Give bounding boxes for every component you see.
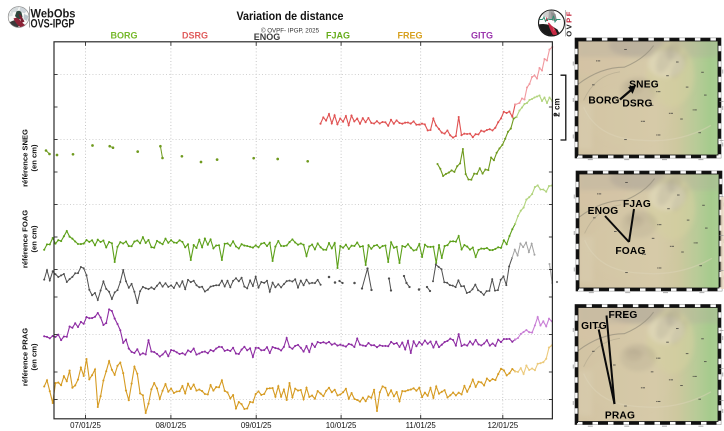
svg-text:ENOG: ENOG	[588, 206, 619, 217]
svg-text:GITG: GITG	[581, 321, 607, 332]
svg-text:OVPF: OVPF	[565, 10, 574, 37]
svg-text:DSRG: DSRG	[182, 31, 208, 41]
svg-text:PRAG: PRAG	[605, 411, 635, 422]
svg-text:OVS-IPGP: OVS-IPGP	[31, 19, 75, 31]
svg-text:(en cm): (en cm)	[30, 225, 39, 252]
svg-text:référence PRAG: référence PRAG	[21, 328, 30, 386]
svg-text:BORG: BORG	[588, 96, 619, 107]
svg-text:référence FOAG: référence FOAG	[21, 210, 30, 268]
svg-text:Variation de distance: Variation de distance	[237, 11, 344, 23]
svg-text:(en cm): (en cm)	[30, 343, 39, 370]
svg-text:11/01/25: 11/01/25	[406, 421, 437, 430]
svg-text:2 cm: 2 cm	[553, 98, 562, 117]
svg-text:(en cm): (en cm)	[30, 144, 39, 171]
svg-text:BORG: BORG	[111, 31, 138, 41]
svg-text:DSRG: DSRG	[622, 99, 652, 110]
svg-text:ENOG: ENOG	[254, 32, 281, 42]
svg-text:10/01/25: 10/01/25	[326, 421, 357, 430]
svg-text:FJAG: FJAG	[326, 31, 350, 41]
svg-text:07/01/25: 07/01/25	[70, 421, 101, 430]
svg-text:09/01/25: 09/01/25	[241, 421, 272, 430]
svg-text:GITG: GITG	[471, 31, 493, 41]
svg-text:FREG: FREG	[608, 310, 637, 321]
svg-text:© OVPF- IPGP, 2025: © OVPF- IPGP, 2025	[261, 28, 320, 35]
svg-text:12/01/25: 12/01/25	[487, 421, 518, 430]
svg-text:FOAG: FOAG	[615, 246, 645, 257]
svg-text:référence SNEG: référence SNEG	[21, 129, 30, 187]
svg-text:FREG: FREG	[397, 31, 422, 41]
svg-text:FJAG: FJAG	[623, 199, 651, 210]
svg-text:SNEG: SNEG	[629, 80, 659, 91]
svg-text:08/01/25: 08/01/25	[156, 421, 187, 430]
svg-text:WebObs: WebObs	[31, 9, 76, 21]
